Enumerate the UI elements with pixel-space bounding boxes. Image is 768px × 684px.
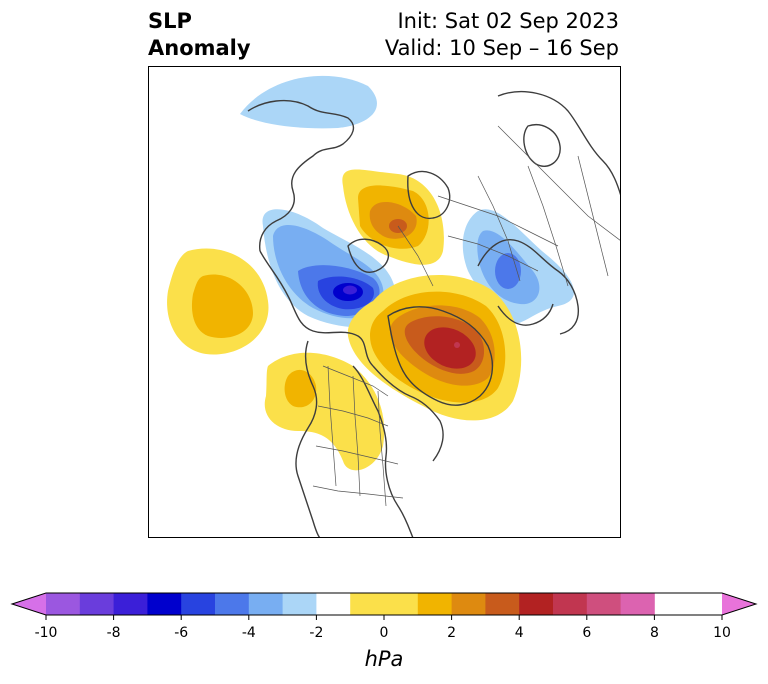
colorbar-cell <box>181 593 216 615</box>
colorbar-tick-label: -2 <box>309 625 323 641</box>
title-type: Anomaly <box>148 36 251 60</box>
colorbar-cell <box>553 593 588 615</box>
colorbar-cell <box>147 593 182 615</box>
colorbar-cell <box>248 593 283 615</box>
map-title-left: SLP Anomaly <box>148 8 251 62</box>
anomaly-low-pacific-rim <box>240 75 377 129</box>
colorbar-cell <box>620 593 655 615</box>
colorbar-tick-label: 2 <box>447 625 456 641</box>
colorbar-tick-label: -6 <box>174 625 188 641</box>
colorbar-cell <box>519 593 554 615</box>
colorbar-extend-high <box>722 593 756 615</box>
colorbar-cell <box>316 593 351 615</box>
colorbar-cell <box>282 593 317 615</box>
title-init-date: Init: Sat 02 Sep 2023 <box>397 9 619 33</box>
title-valid-range: Valid: 10 Sep – 16 Sep <box>384 36 619 60</box>
anomaly-high-north-pacific <box>167 248 269 355</box>
colorbar-cell <box>215 593 250 615</box>
colorbar-tick-label: 6 <box>582 625 591 641</box>
colorbar-cell <box>485 593 520 615</box>
anomaly-shading <box>167 75 575 471</box>
colorbar-cell <box>417 593 452 615</box>
colorbar-extend-low <box>12 593 46 615</box>
anomaly-low-siberia <box>262 209 397 328</box>
country-borders <box>312 125 621 507</box>
colorbar-tick-label: -8 <box>107 625 121 641</box>
colorbar-unit-label: hPa <box>365 647 404 671</box>
title-variable: SLP <box>148 9 192 33</box>
colorbar-cell <box>586 593 621 615</box>
map-frame <box>148 66 621 538</box>
colorbar-tick-label: 10 <box>713 625 731 641</box>
colorbar-tick-label: 8 <box>650 625 659 641</box>
colorbar-cells <box>10 592 758 616</box>
colorbar-cell <box>113 593 148 615</box>
colorbar-tick-label: -10 <box>35 625 58 641</box>
map-title-right: Init: Sat 02 Sep 2023 Valid: 10 Sep – 16… <box>385 8 619 62</box>
colorbar-tick-label: 4 <box>515 625 524 641</box>
slp-anomaly-map <box>148 66 621 538</box>
coastlines <box>247 90 621 538</box>
colorbar-ticks: -10 -8 -6 -4 -2 0 2 4 6 8 10 <box>35 615 731 641</box>
colorbar-cell <box>451 593 486 615</box>
colorbar-cell <box>350 593 419 615</box>
anomaly-high-western-north-america <box>264 352 385 471</box>
anomaly-high-scandinavia <box>342 169 444 265</box>
colorbar-cell <box>79 593 114 615</box>
colorbar-cell <box>46 593 81 615</box>
colorbar-tick-label: 0 <box>380 625 389 641</box>
colorbar: -10 -8 -6 -4 -2 0 2 4 6 8 10 hPa <box>10 592 758 671</box>
colorbar-tick-label: -4 <box>242 625 256 641</box>
